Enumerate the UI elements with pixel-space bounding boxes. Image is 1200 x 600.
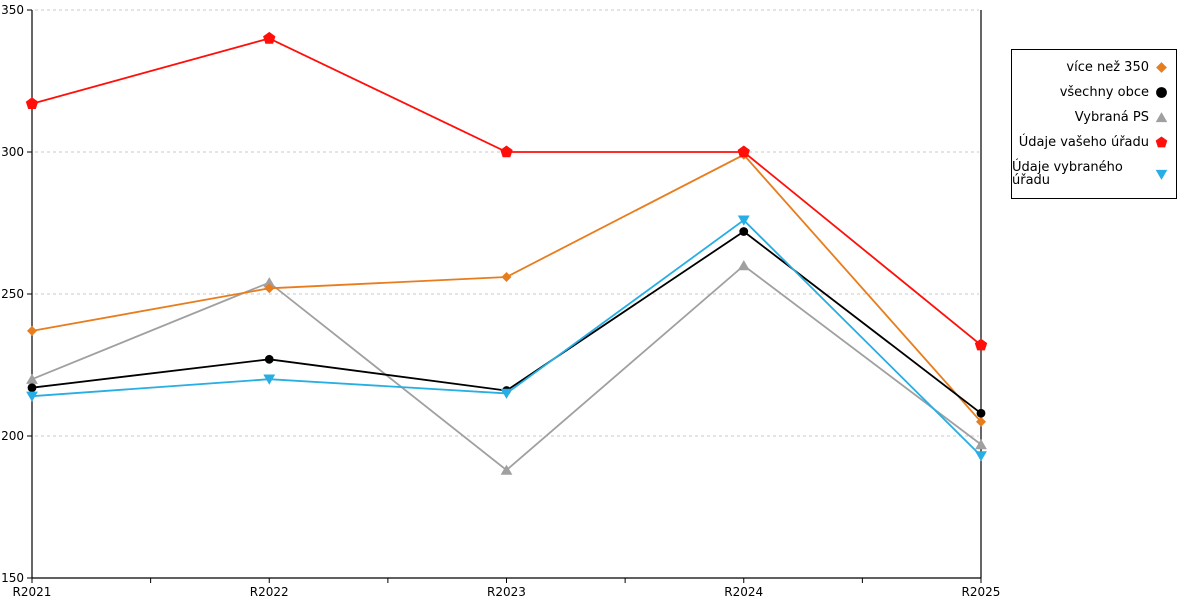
data-point xyxy=(976,408,986,418)
data-point xyxy=(500,145,513,158)
x-tick-label: R2023 xyxy=(487,585,526,599)
gridlines xyxy=(35,9,979,437)
series-udaje-vybraneho-uradu xyxy=(26,215,987,462)
x-axis: R2021 R2022 R2023 R2024 R2025 xyxy=(13,578,1001,599)
data-point xyxy=(26,373,38,384)
y-tick-label: 150 xyxy=(1,571,24,585)
data-point xyxy=(737,215,750,226)
data-point xyxy=(737,145,750,158)
data-point xyxy=(263,277,276,288)
data-point xyxy=(27,325,37,336)
circle-marker-icon xyxy=(1155,86,1168,99)
legend-item-vsechny-obce: všechny obce xyxy=(1012,86,1176,99)
y-tick-label: 350 xyxy=(1,3,24,17)
data-point xyxy=(263,374,276,385)
x-tick-label: R2024 xyxy=(724,585,763,599)
triangle-down-marker-icon xyxy=(1155,168,1168,181)
chart-legend: více než 350 všechny obce Vybraná PS Úda… xyxy=(1011,49,1177,199)
y-axis: 150 200 250 300 350 xyxy=(1,3,32,585)
legend-item-vice-nez-350: více než 350 xyxy=(1012,61,1176,74)
y-tick-label: 250 xyxy=(1,287,24,301)
triangle-up-marker-icon xyxy=(1155,111,1168,124)
legend-label: Údaje vybraného úřadu xyxy=(1012,160,1123,188)
diamond-marker-icon xyxy=(1155,61,1168,74)
pentagon-marker-icon xyxy=(1155,136,1168,149)
legend-label: více než 350 xyxy=(1066,60,1149,75)
series-vice-nez-350 xyxy=(27,149,986,427)
series-udaje-vaseho-uradu xyxy=(25,31,988,351)
data-point xyxy=(27,383,37,393)
series-vybrana-ps xyxy=(26,260,987,475)
data-point xyxy=(26,391,38,402)
legend-item-udaje-vaseho-uradu: Údaje vašeho úřadu xyxy=(1012,136,1176,149)
legend-item-udaje-vybraneho-uradu: Údaje vybraného úřadu xyxy=(1012,161,1176,187)
data-point xyxy=(974,338,988,351)
legend-label: všechny obce xyxy=(1059,85,1149,100)
data-point xyxy=(500,464,513,475)
data-point xyxy=(264,283,275,294)
legend-label: Vybraná PS xyxy=(1074,110,1149,125)
data-point xyxy=(500,388,513,399)
series-line xyxy=(31,264,982,472)
x-tick-label: R2021 xyxy=(13,585,52,599)
y-tick-label: 300 xyxy=(1,145,24,159)
data-point xyxy=(25,97,39,109)
series-line xyxy=(31,153,982,423)
data-point xyxy=(975,439,987,450)
y-tick-label: 200 xyxy=(1,429,24,443)
x-tick-label: R2022 xyxy=(250,585,289,599)
data-point xyxy=(975,451,987,462)
data-point xyxy=(501,272,512,282)
legend-item-vybrana-ps: Vybraná PS xyxy=(1012,111,1176,124)
data-point xyxy=(737,260,750,271)
legend-label: Údaje vašeho úřadu xyxy=(1018,135,1149,150)
data-point xyxy=(976,416,986,427)
data-point xyxy=(263,31,276,44)
series-line xyxy=(31,37,982,346)
data-point xyxy=(264,354,274,364)
x-tick-label: R2025 xyxy=(962,585,1001,599)
data-point xyxy=(739,227,749,236)
